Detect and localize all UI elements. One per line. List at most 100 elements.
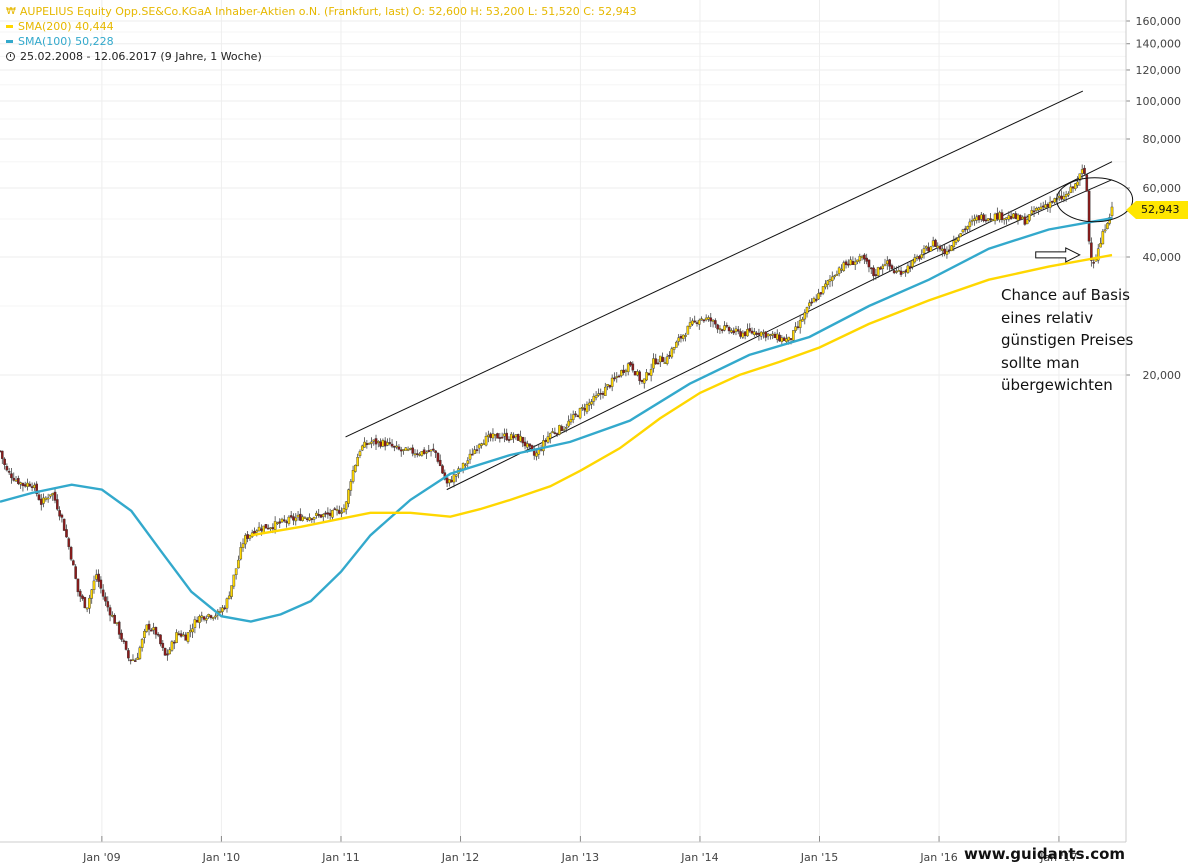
candle-body [438,459,442,467]
candle-body [824,283,827,288]
candle [480,442,483,449]
candle-body [351,470,355,482]
candle [560,424,564,432]
candle [372,439,376,446]
candle-body [615,376,619,378]
candle-body [856,259,859,262]
candle [1090,237,1093,267]
candle [659,355,662,367]
candle [434,450,437,458]
candle-body [386,442,389,446]
candle [599,388,603,400]
candle-body [468,453,472,460]
candle [938,244,942,252]
candle [1103,224,1107,234]
annotation-line: Chance auf Basis [1001,286,1130,304]
candle [675,340,678,348]
candle [338,505,341,515]
candle-body [975,216,979,221]
candle-body [124,640,128,650]
sma100-line [0,217,1113,623]
candle [106,596,110,612]
candle [198,614,201,629]
candle-body [3,458,6,466]
candle-body [58,510,61,517]
candle-body [211,617,215,619]
candle-body [755,332,758,335]
candle-body [349,481,353,491]
candle [732,327,735,336]
candle [179,630,183,638]
candle-body [129,659,132,662]
candle-body [1067,193,1070,196]
candle [172,640,176,650]
candle-body [266,527,270,530]
candle [1076,176,1079,188]
candle [283,515,286,523]
candle-body [879,267,882,270]
candle-body [1018,215,1022,221]
annotation-line: übergewichten [1001,376,1113,394]
candle-body [42,497,45,504]
candle [374,434,378,450]
candle-body [1002,218,1006,221]
candle-body [49,494,52,497]
candle-body [938,246,942,250]
candle-body [507,439,511,441]
candle-body [415,453,419,455]
candle [1012,213,1015,219]
candle-body [127,650,130,659]
candle [892,266,896,275]
candle [1085,174,1089,192]
y-tick-label: 80,000 [1143,133,1182,146]
candle [824,280,827,290]
candle-body [844,261,848,266]
candle-body [727,327,731,332]
candle-body [968,221,972,227]
candle-body [363,441,366,448]
candle-body [131,659,135,661]
candle-body [1021,216,1024,220]
candle [1071,186,1075,193]
candle-body [92,580,96,590]
candle [28,481,32,487]
candle-body [342,508,346,513]
annotation-marks [1035,177,1134,263]
candle [420,451,424,457]
candle-body [1028,214,1031,221]
candle-body [471,453,474,456]
candle-body [429,449,433,452]
candle-body [354,464,357,472]
candle [947,244,951,254]
candle [477,443,481,454]
candle [773,331,777,339]
candle-body [645,372,648,381]
candle-body [81,595,84,599]
candle [902,270,905,274]
candle-body [638,371,641,382]
candle-body [88,597,91,609]
candle-body [72,560,75,566]
candle-body [505,432,509,440]
candle [441,464,444,475]
candle [205,615,208,624]
candle [691,318,694,327]
candle-body [374,438,378,445]
trendline-channel-inner [905,179,1113,271]
candle [810,298,813,307]
candle [716,323,719,334]
candle [138,645,142,661]
candle [725,322,729,329]
candle-body [1060,195,1063,200]
candle [1099,237,1102,248]
candle-body [617,375,621,378]
candle-body [170,641,174,651]
candle-body [0,450,2,453]
candle [542,435,545,456]
candle [975,214,979,224]
candle-body [576,415,580,417]
candle-body [661,356,664,362]
candle-body [367,443,371,445]
candle [649,363,653,382]
candle-body [1064,194,1068,197]
